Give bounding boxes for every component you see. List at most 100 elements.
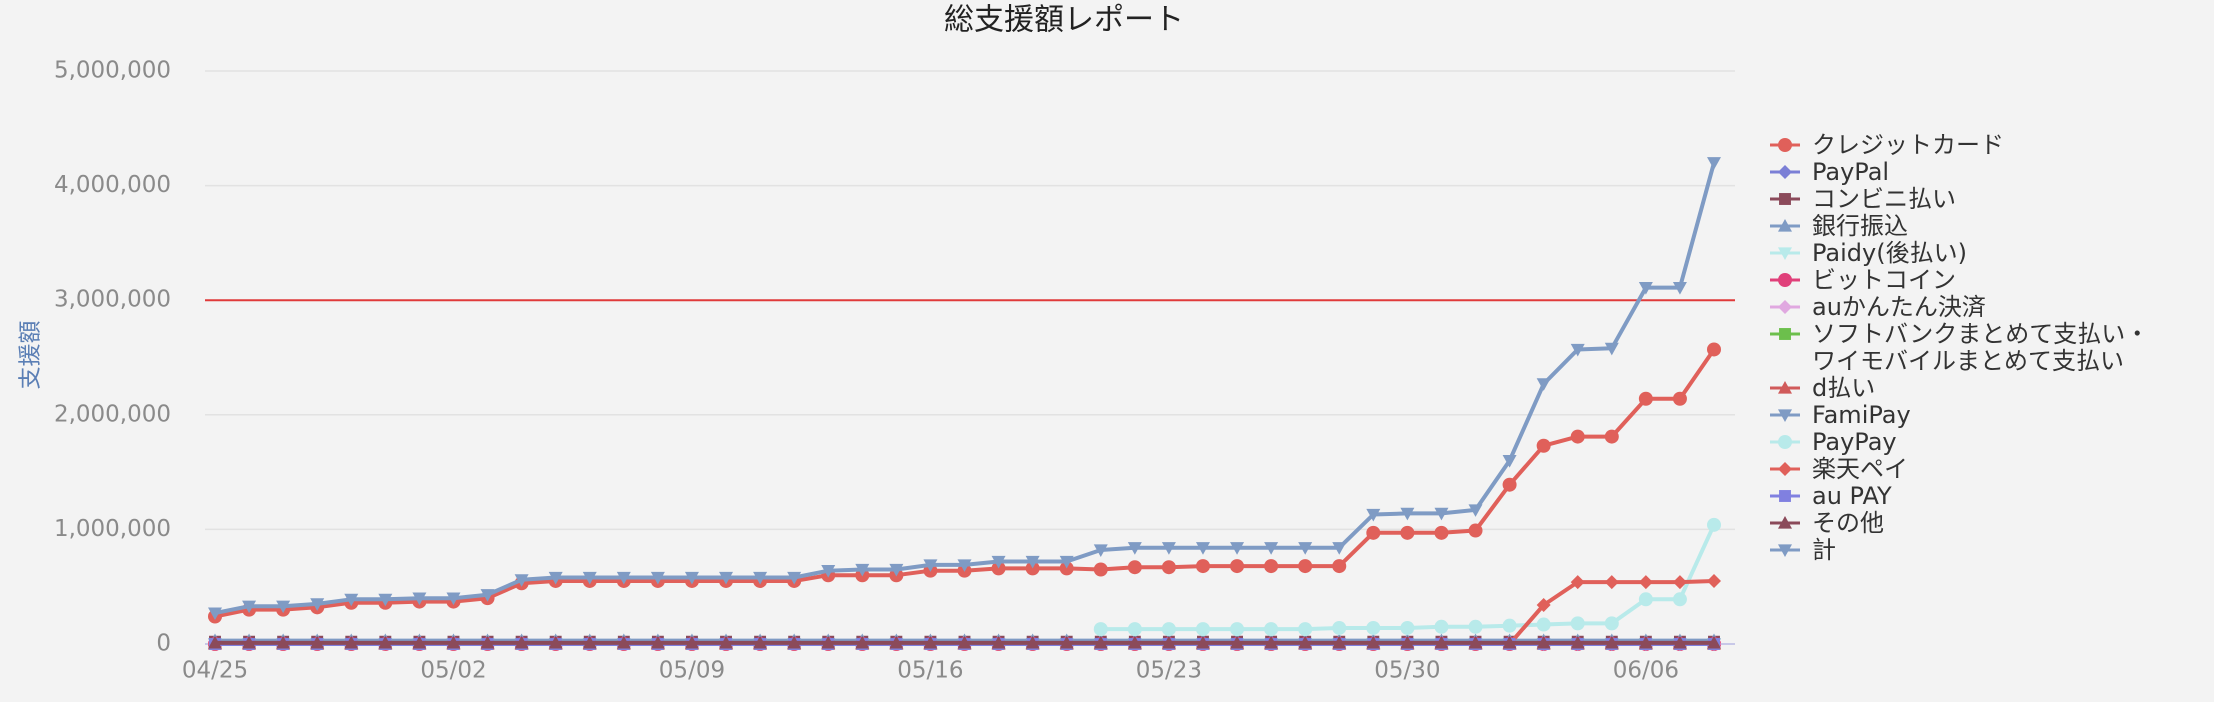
data-point — [1468, 504, 1483, 517]
data-point — [310, 635, 325, 649]
legend-symbol — [1770, 516, 1800, 529]
x-tick-label: 05/23 — [1136, 658, 1202, 684]
legend-label: 銀行振込 — [1812, 212, 1908, 240]
data-point — [650, 635, 665, 649]
series-line — [214, 162, 1716, 616]
legend-item[interactable]: 計 — [1770, 537, 2210, 564]
legend-item[interactable]: クレジットカード — [1770, 132, 2210, 159]
legend-item[interactable]: PayPal — [1770, 159, 2210, 186]
data-point — [1400, 635, 1415, 649]
legend-symbol — [1770, 219, 1800, 232]
legend-label: クレジットカード — [1812, 131, 2004, 159]
data-point — [1366, 620, 1381, 635]
data-point — [582, 635, 597, 649]
data-point — [787, 571, 802, 585]
data-point — [1264, 542, 1279, 555]
data-point — [1127, 542, 1142, 555]
marker — [1778, 435, 1792, 449]
legend-item[interactable]: auかんたん決済 — [1770, 294, 2210, 321]
data-point — [1536, 635, 1551, 649]
data-point — [1707, 157, 1721, 170]
data-point — [957, 559, 972, 572]
data-point — [1059, 555, 1074, 569]
data-point — [1332, 620, 1347, 635]
data-point — [1468, 619, 1483, 634]
legend-item[interactable]: PayPay — [1770, 429, 2210, 456]
data-point — [1298, 542, 1313, 555]
x-tick-label: 04/25 — [182, 658, 248, 684]
data-point — [1366, 508, 1381, 522]
data-point — [1434, 619, 1449, 634]
legend-label: ビットコイン — [1812, 266, 1956, 294]
legend-symbol — [1770, 300, 1800, 314]
legend-item[interactable]: FamiPay — [1770, 402, 2210, 429]
data-point — [1264, 559, 1279, 574]
data-point — [344, 635, 359, 649]
data-point — [1707, 635, 1721, 649]
x-tick-label: 05/02 — [420, 658, 486, 684]
marker — [1778, 247, 1792, 260]
data-point — [1536, 598, 1551, 613]
marker — [1779, 490, 1791, 502]
legend-item[interactable]: d払い — [1770, 375, 2210, 402]
marker — [1778, 273, 1792, 287]
legend-item[interactable]: au PAY — [1770, 483, 2210, 510]
data-point — [753, 571, 768, 585]
data-point — [650, 571, 665, 585]
legend-symbol — [1770, 165, 1800, 179]
data-point — [1604, 616, 1619, 631]
data-point — [991, 635, 1006, 649]
legend-symbol — [1770, 138, 1800, 152]
marker — [1778, 138, 1792, 152]
data-point — [1093, 562, 1108, 577]
legend-item[interactable]: ビットコイン — [1770, 267, 2210, 294]
legend-item[interactable]: ソフトバンクまとめて支払い・ワイモバイルまとめて支払い — [1770, 321, 2210, 375]
legend-item[interactable]: Paidy(後払い) — [1770, 240, 2210, 267]
data-point — [1093, 544, 1108, 558]
legend-label: ソフトバンクまとめて支払い・ワイモバイルまとめて支払い — [1812, 320, 2150, 375]
data-point — [378, 593, 393, 607]
data-point — [1264, 635, 1279, 649]
data-point — [582, 571, 597, 585]
data-point — [1434, 507, 1449, 521]
data-point — [855, 563, 870, 577]
data-point — [1672, 592, 1687, 607]
data-point — [1672, 391, 1687, 406]
data-point — [1502, 618, 1517, 633]
x-tick-label: 05/09 — [659, 658, 725, 684]
data-point — [1161, 542, 1176, 555]
legend-label: au PAY — [1812, 482, 1892, 510]
data-point — [1093, 622, 1108, 637]
data-point — [1672, 281, 1687, 295]
data-point — [616, 635, 631, 649]
data-point — [1161, 635, 1176, 649]
data-point — [1230, 635, 1245, 649]
marker — [1778, 409, 1792, 422]
legend-symbol — [1770, 273, 1800, 287]
legend-item[interactable]: その他 — [1770, 510, 2210, 537]
data-point — [412, 592, 427, 606]
legend-item[interactable]: 楽天ペイ — [1770, 456, 2210, 483]
data-point — [378, 635, 393, 649]
data-point — [1570, 635, 1585, 649]
data-point — [208, 635, 222, 649]
data-point — [787, 635, 802, 649]
data-point — [1536, 438, 1551, 453]
legend-label: 計 — [1812, 536, 1836, 564]
data-point — [923, 559, 938, 572]
legend: クレジットカード PayPal コンビニ払い 銀行振込 Paidy(後払い) ビットコイン… — [1770, 132, 2210, 564]
data-point — [480, 635, 495, 649]
legend-item[interactable]: コンビニ払い — [1770, 186, 2210, 213]
data-point — [719, 571, 734, 585]
legend-symbol — [1770, 409, 1800, 422]
series-line — [1100, 523, 1716, 632]
data-point — [1707, 517, 1721, 532]
data-point — [1127, 635, 1142, 649]
data-point — [1332, 542, 1347, 555]
legend-symbol — [1770, 328, 1800, 340]
chart: 総支援額レポート 支援額 0 1,000,000 2,000,000 3,000,00… — [18, 3, 1735, 684]
legend-item[interactable]: 銀行振込 — [1770, 213, 2210, 240]
legend-label: PayPay — [1812, 428, 1897, 456]
data-point — [1093, 635, 1108, 649]
data-point — [821, 635, 836, 649]
